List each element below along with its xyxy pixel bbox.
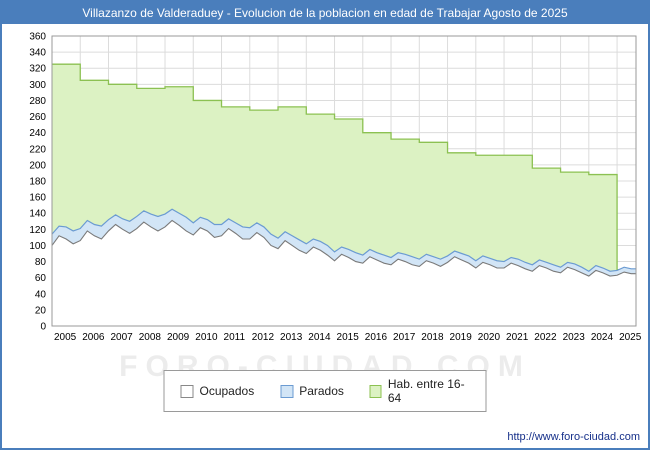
svg-text:2006: 2006 (82, 332, 105, 343)
svg-text:2010: 2010 (195, 332, 218, 343)
svg-text:80: 80 (35, 257, 47, 268)
svg-text:100: 100 (29, 241, 46, 252)
legend-label-parados: Parados (299, 384, 344, 398)
svg-text:2011: 2011 (224, 332, 246, 343)
svg-text:60: 60 (35, 273, 47, 284)
svg-text:2013: 2013 (280, 332, 303, 343)
legend: Ocupados Parados Hab. entre 16-64 (163, 370, 487, 412)
svg-text:240: 240 (29, 128, 46, 139)
svg-text:2019: 2019 (450, 332, 473, 343)
svg-text:2015: 2015 (337, 332, 360, 343)
svg-text:2007: 2007 (111, 332, 134, 343)
svg-text:2008: 2008 (139, 332, 162, 343)
ocupados-swatch-icon (180, 384, 194, 398)
svg-text:2018: 2018 (421, 332, 444, 343)
svg-text:120: 120 (29, 225, 46, 236)
svg-text:160: 160 (29, 193, 46, 204)
svg-text:260: 260 (29, 112, 46, 123)
svg-text:20: 20 (35, 305, 47, 316)
hab-swatch-icon (369, 384, 382, 398)
svg-text:2009: 2009 (167, 332, 190, 343)
svg-text:2005: 2005 (54, 332, 77, 343)
footer-url-link[interactable]: http://www.foro-ciudad.com (507, 431, 640, 443)
legend-item-ocupados: Ocupados (180, 384, 255, 398)
svg-text:180: 180 (29, 177, 46, 188)
chart-title: Villazanzo de Valderaduey - Evolucion de… (2, 2, 648, 24)
plot-area: 0 20 40 60 80 100 120 140 160 180 200 220 240 260 280 3… (2, 26, 648, 358)
legend-item-hab: Hab. entre 16-64 (369, 377, 470, 405)
svg-text:40: 40 (35, 289, 47, 300)
svg-text:140: 140 (29, 209, 46, 220)
svg-text:2012: 2012 (252, 332, 275, 343)
svg-text:300: 300 (29, 80, 46, 91)
legend-label-ocupados: Ocupados (199, 384, 255, 398)
svg-text:220: 220 (29, 144, 46, 155)
svg-text:2020: 2020 (478, 332, 501, 343)
svg-text:360: 360 (29, 32, 46, 43)
svg-text:0: 0 (40, 322, 46, 333)
svg-text:2021: 2021 (506, 332, 529, 343)
legend-label-hab: Hab. entre 16-64 (387, 377, 465, 405)
svg-text:2016: 2016 (365, 332, 388, 343)
svg-text:2023: 2023 (563, 332, 586, 343)
svg-text:340: 340 (29, 48, 46, 59)
svg-text:2022: 2022 (534, 332, 557, 343)
svg-text:280: 280 (29, 96, 46, 107)
chart-canvas: 0 20 40 60 80 100 120 140 160 180 200 220 240 260 280 3… (29, 32, 642, 344)
svg-text:2025: 2025 (619, 332, 642, 343)
svg-text:2017: 2017 (393, 332, 416, 343)
svg-text:320: 320 (29, 64, 46, 75)
svg-text:2024: 2024 (591, 332, 614, 343)
parados-swatch-icon (280, 384, 294, 398)
svg-text:200: 200 (29, 160, 46, 171)
legend-item-parados: Parados (280, 384, 344, 398)
svg-text:2014: 2014 (308, 332, 331, 343)
